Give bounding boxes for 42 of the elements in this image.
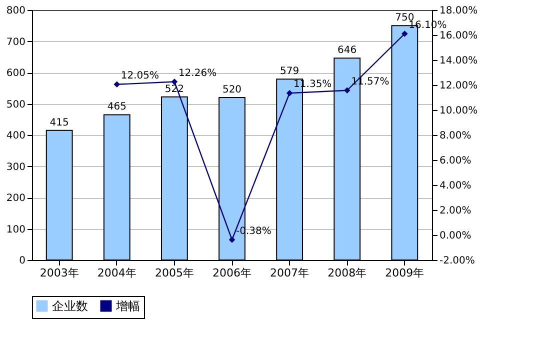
x-tick-label: 2008年 [328, 266, 367, 280]
y-tick-label: 300 [6, 162, 26, 173]
y2-tick-label: 12.00% [440, 80, 478, 92]
y2-tick-label: -2.00% [440, 256, 475, 266]
point [171, 78, 178, 85]
y-tick-label: 500 [6, 99, 26, 110]
y2-tick-label: 4.00% [440, 180, 472, 192]
y-tick-label: 600 [6, 68, 26, 79]
y-tick-label: 700 [6, 36, 26, 48]
x-tick-label: 2003年 [40, 266, 79, 280]
y2-tick-label: 16.00% [440, 30, 478, 42]
x-tick-label: 2007年 [270, 266, 310, 280]
y-tick-label: 800 [6, 6, 26, 16]
point [402, 30, 408, 37]
point [286, 90, 293, 96]
y2-tick-label: 18.00% [440, 6, 478, 16]
data-label: 12.05% [120, 70, 160, 82]
legend-label: 企业数 [52, 299, 88, 313]
y2-tick-label: 10.00% [440, 106, 478, 116]
y-tick-label: 400 [6, 130, 26, 142]
x-tick-label: 2009年 [385, 266, 424, 280]
x-tick-label: 2004年 [97, 266, 136, 280]
data-label: 465 [107, 102, 126, 113]
y2-tick-label: 14.00% [440, 56, 478, 66]
point [344, 87, 350, 94]
data-label: 646 [338, 45, 357, 56]
point [228, 236, 236, 243]
y2-tick-label: 0.00% [440, 230, 472, 242]
data-label: 520 [222, 84, 242, 96]
point [114, 81, 120, 88]
data-label: 12.26% [178, 68, 217, 79]
x-tick-label: 2005年 [154, 266, 194, 280]
x-tick-label: 2006年 [212, 266, 252, 280]
data-label: 415 [50, 117, 69, 128]
legend-label: 增幅 [115, 299, 140, 313]
y-tick-label: 0 [19, 256, 26, 266]
y2-tick-label: 6.00% [440, 156, 472, 166]
data-label: 579 [280, 66, 300, 78]
y-tick-label: 200 [6, 193, 26, 204]
y2-tick-label: 2.00% [440, 206, 472, 216]
y2-tick-label: 8.00% [440, 130, 472, 142]
y-tick-label: 100 [6, 224, 26, 236]
